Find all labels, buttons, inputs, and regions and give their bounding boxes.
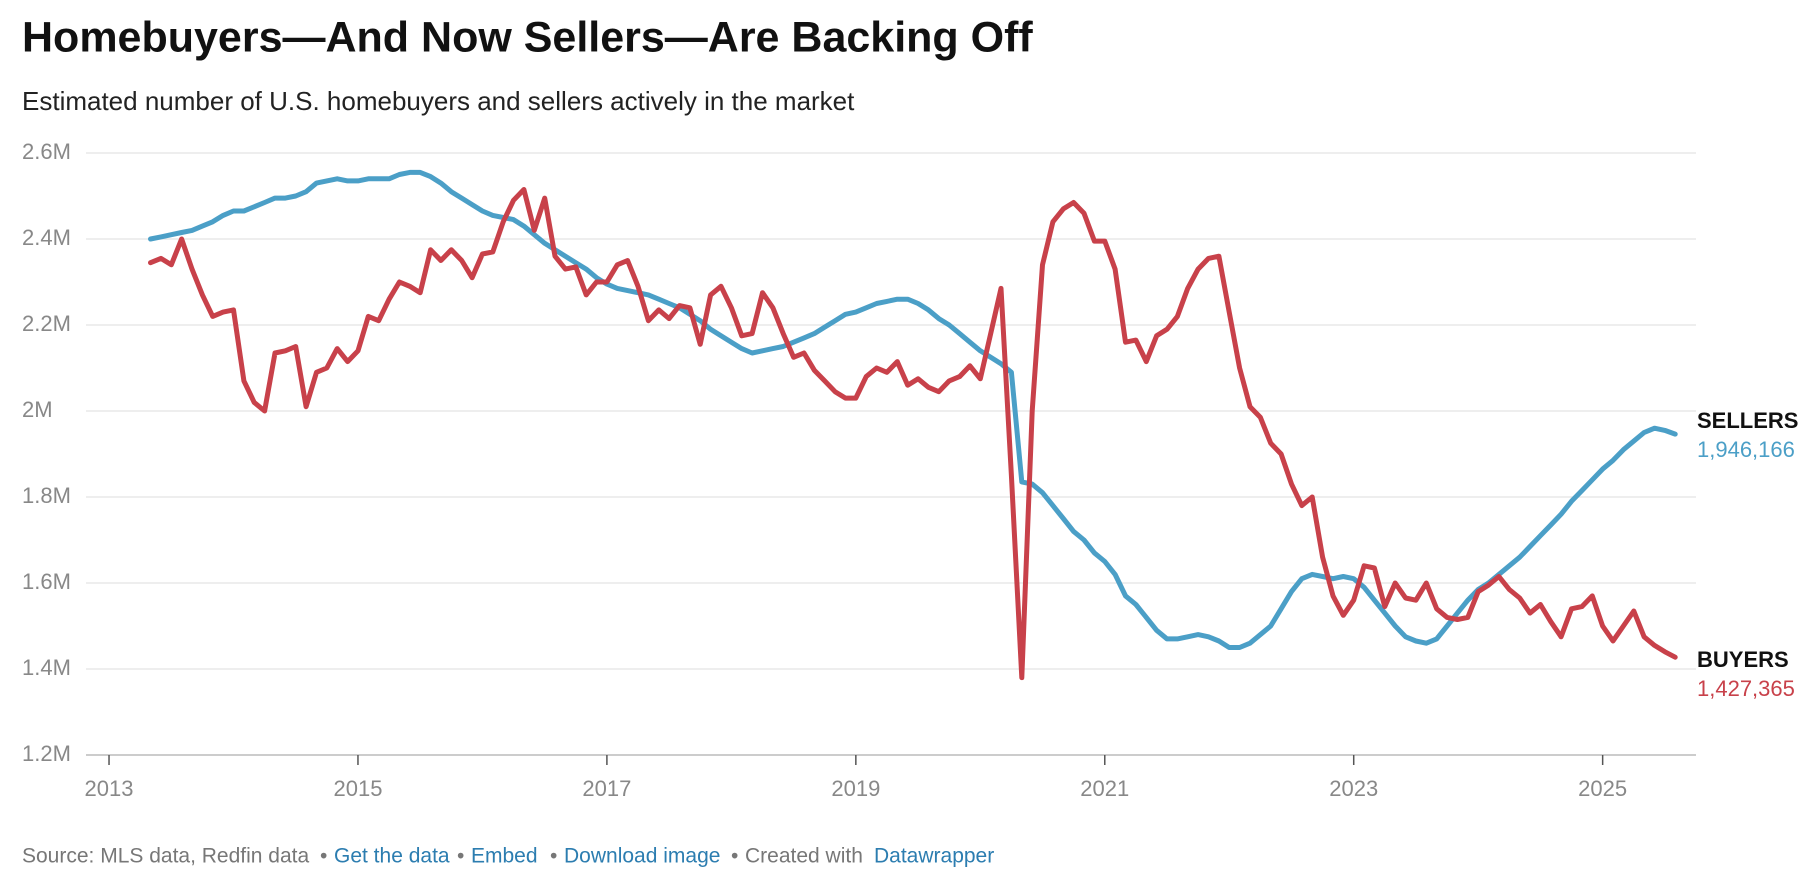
x-tick-label: 2019	[831, 776, 880, 801]
footer: Source: MLS data, Redfin data • Get the …	[22, 845, 994, 868]
series-line	[148, 169, 1678, 650]
get-data-link[interactable]: Get the data	[334, 845, 450, 868]
y-tick-label: 2.2M	[22, 311, 71, 336]
datawrapper-link[interactable]: Datawrapper	[874, 845, 994, 868]
end-value-label: 1,427,365	[1697, 676, 1795, 701]
x-tick-label: 2017	[582, 776, 631, 801]
separator: •	[731, 845, 738, 868]
y-tick-label: 2M	[22, 397, 53, 422]
x-tick-label: 2013	[85, 776, 134, 801]
source: Source: MLS data, Redfin data	[22, 845, 309, 868]
chart-subtitle: Estimated number of U.S. homebuyers and …	[22, 86, 855, 116]
separator: •	[320, 845, 327, 868]
separator: •	[457, 845, 464, 868]
y-tick-label: 1.6M	[22, 569, 71, 594]
y-tick-label: 2.6M	[22, 139, 71, 164]
created-with: Created with	[745, 845, 863, 868]
y-tick-label: 1.2M	[22, 741, 71, 766]
y-tick-label: 1.8M	[22, 483, 71, 508]
chart-title: Homebuyers—And Now Sellers—Are Backing O…	[22, 13, 1033, 61]
x-tick-label: 2015	[333, 776, 382, 801]
series-name: BUYERS	[1697, 647, 1789, 672]
x-tick-label: 2023	[1329, 776, 1378, 801]
y-tick-label: 2.4M	[22, 225, 71, 250]
x-tick-label: 2021	[1080, 776, 1129, 801]
x-tick-label: 2025	[1578, 776, 1627, 801]
embed-link[interactable]: Embed	[471, 845, 538, 868]
separator: •	[550, 845, 557, 868]
series-line	[148, 187, 1678, 681]
y-tick-label: 1.4M	[22, 655, 71, 680]
download-link[interactable]: Download image	[564, 845, 720, 868]
end-value-label: 1,946,166	[1697, 437, 1795, 462]
series-name: SELLERS	[1697, 408, 1798, 433]
